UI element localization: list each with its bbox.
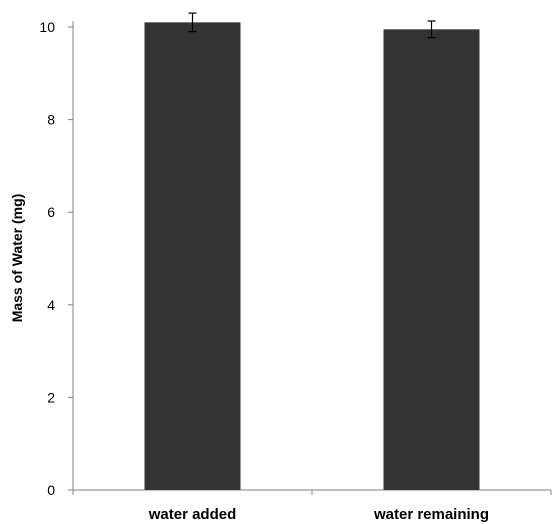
y-tick-label: 2	[47, 389, 55, 405]
y-tick-label: 6	[47, 204, 55, 220]
bars	[144, 12, 480, 491]
y-tick-label: 8	[47, 112, 55, 128]
y-tick-label: 0	[47, 482, 55, 498]
bar	[383, 29, 480, 490]
y-axis-title: Mass of Water (mg)	[9, 194, 25, 323]
y-tick-label: 4	[47, 297, 55, 313]
x-category-label: water added	[148, 506, 237, 523]
y-tick-label: 10	[39, 19, 55, 35]
labels: 0 2 4 6 8 10 water added water remaining	[39, 19, 489, 523]
x-category-label: water remaining	[373, 506, 489, 523]
bar	[144, 22, 241, 491]
